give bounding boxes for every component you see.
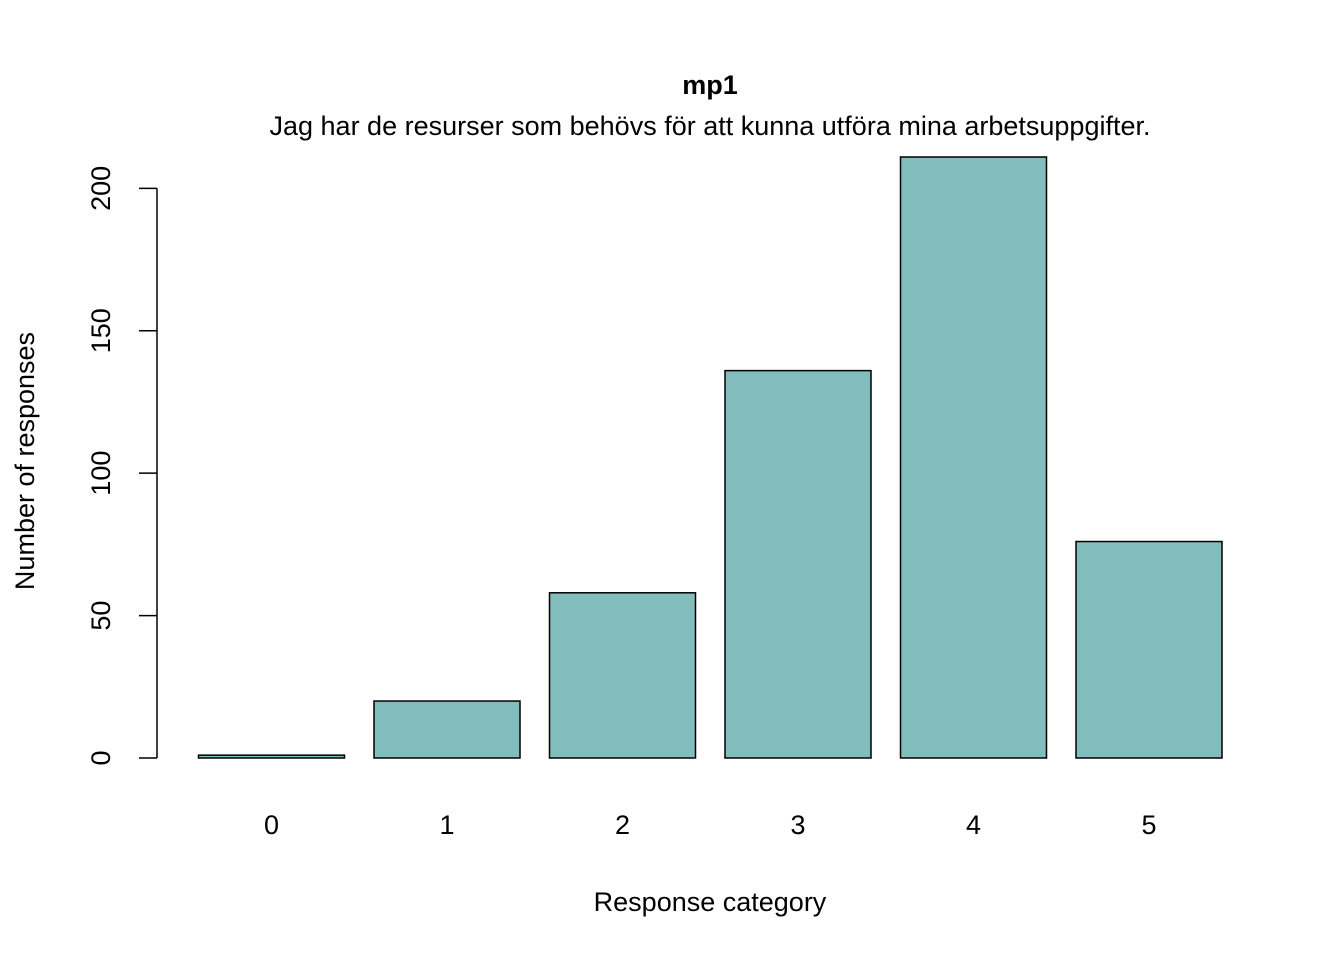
y-axis-label: Number of responses xyxy=(10,332,40,590)
y-tick-label: 200 xyxy=(86,166,116,211)
x-tick-label: 0 xyxy=(264,810,279,840)
bar xyxy=(899,156,1048,759)
x-tick-label: 5 xyxy=(1141,810,1156,840)
bar xyxy=(548,592,697,759)
x-axis-label: Response category xyxy=(594,887,827,917)
bar xyxy=(1075,540,1223,759)
x-tick-label: 1 xyxy=(439,810,454,840)
bars xyxy=(197,156,1223,759)
x-tick-label: 2 xyxy=(615,810,630,840)
bar xyxy=(724,369,872,759)
y-axis: 0 50 100 150 200 xyxy=(86,166,158,766)
bar xyxy=(373,700,521,759)
chart-subtitle: Jag har de resurser som behövs för att k… xyxy=(270,111,1151,141)
y-tick-label: 50 xyxy=(86,601,116,631)
y-tick-label: 100 xyxy=(86,451,116,496)
x-tick-labels: 0 1 2 3 4 5 xyxy=(264,810,1157,840)
bar xyxy=(197,754,346,759)
y-tick-label: 0 xyxy=(86,750,116,765)
x-tick-label: 4 xyxy=(966,810,981,840)
x-tick-label: 3 xyxy=(790,810,805,840)
y-tick-label: 150 xyxy=(86,308,116,353)
chart-title: mp1 xyxy=(682,70,738,100)
